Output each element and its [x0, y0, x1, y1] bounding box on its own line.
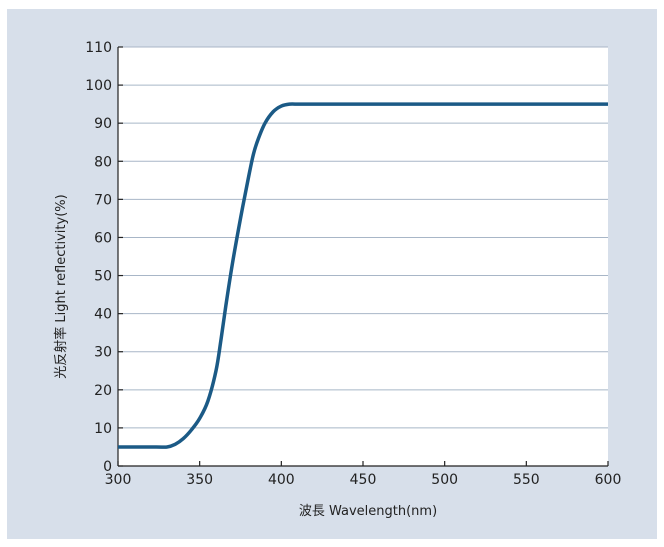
x-tick-label-300: 300	[105, 472, 132, 488]
x-tick-label-450: 450	[350, 472, 377, 488]
y-tick-label-80: 80	[94, 154, 112, 170]
y-tick-label-100: 100	[85, 78, 112, 94]
y-tick-label-50: 50	[94, 269, 112, 285]
y-tick-label-60: 60	[94, 230, 112, 246]
y-tick-label-10: 10	[94, 421, 112, 437]
y-tick-label-20: 20	[94, 383, 112, 399]
y-tick-labels: 0 10 20 30 40 50 60 70 80 90 100 110	[85, 40, 112, 475]
x-tick-labels: 300 350 400 450 500 550 600	[105, 472, 622, 488]
x-tick-label-550: 550	[513, 472, 540, 488]
x-axis-title: 波長 Wavelength(nm)	[299, 504, 437, 519]
y-tick-label-90: 90	[94, 116, 112, 132]
grid-lines	[118, 46, 608, 429]
y-tick-label-110: 110	[85, 40, 112, 56]
y-tick-label-40: 40	[94, 307, 112, 323]
plot-area	[118, 47, 608, 466]
x-tick-label-400: 400	[268, 472, 295, 488]
y-tick-label-0: 0	[103, 459, 112, 475]
x-tick-label-600: 600	[595, 472, 622, 488]
y-axis-title: 光反射率 Light reflectivity(%)	[53, 194, 69, 378]
x-tick-label-350: 350	[186, 472, 213, 488]
y-tick-label-30: 30	[94, 345, 112, 361]
series-line	[117, 102, 608, 449]
axes	[117, 46, 609, 467]
chart-panel: 0 10 20 30 40 50 60 70 80 90 100 110 300 350 400 450 50…	[7, 9, 657, 539]
y-tick-label-70: 70	[94, 192, 112, 208]
x-tick-label-500: 500	[431, 472, 458, 488]
reflectivity-chart: 0 10 20 30 40 50 60 70 80 90 100 110 300 350 400 450 50…	[53, 40, 622, 519]
